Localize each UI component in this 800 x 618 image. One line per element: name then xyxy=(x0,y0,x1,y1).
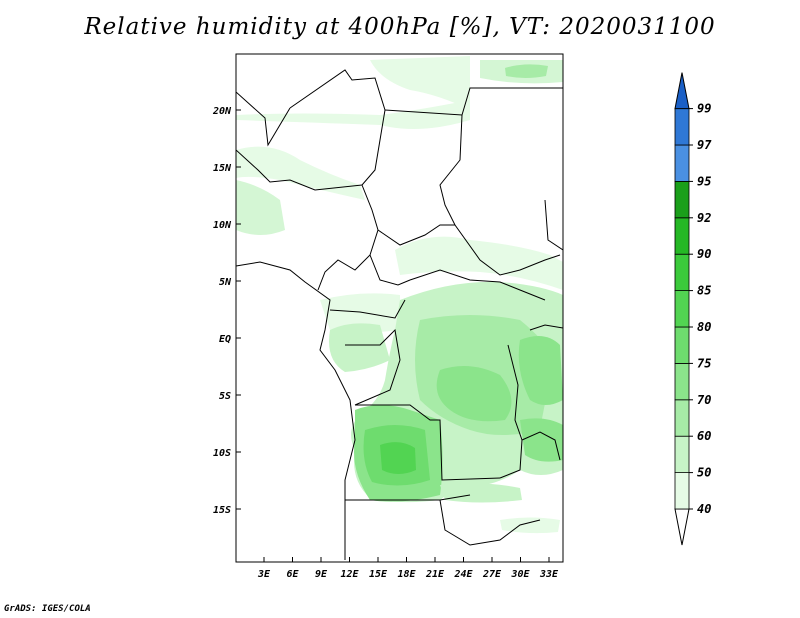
lon-axis: 3E 6E 9E 12E 15E 18E 21E 24E 27E 30E 33E xyxy=(257,557,559,580)
lon-tick-label: 24E xyxy=(453,569,473,580)
lat-tick-label: EQ xyxy=(219,334,231,345)
lon-tick-label: 21E xyxy=(425,569,445,580)
lon-tick-label: 27E xyxy=(482,569,502,580)
lat-tick-label: 10S xyxy=(213,448,231,459)
lat-tick-label: 5N xyxy=(219,277,232,288)
colorbar-swatch xyxy=(674,362,690,401)
colorbar-label: 90 xyxy=(697,247,711,261)
lat-tick-label: 20N xyxy=(212,106,232,117)
colorbar-swatch xyxy=(674,144,690,182)
humidity-field xyxy=(236,56,563,534)
chart-title: Relative humidity at 400hPa [%], VT: 202… xyxy=(84,14,716,40)
colorbar: 40 50 60 70 75 80 85 90 92 95 97 99 xyxy=(674,72,712,546)
lat-tick-label: 15N xyxy=(213,163,232,174)
lon-tick-label: 9E xyxy=(315,569,328,580)
lon-tick-label: 6E xyxy=(286,569,299,580)
lat-axis: 20N 15N 10N 5N EQ 5S 10S 15S xyxy=(212,106,241,516)
colorbar-label: 75 xyxy=(697,356,711,370)
colorbar-above-triangle xyxy=(674,72,690,110)
colorbar-swatch xyxy=(674,435,690,474)
lat-tick-label: 5S xyxy=(219,391,231,402)
lon-tick-label: 15E xyxy=(369,569,388,580)
colorbar-swatch xyxy=(674,180,690,219)
lat-tick-label: 15S xyxy=(213,505,231,516)
colorbar-swatch xyxy=(674,326,690,364)
lon-tick-label: 12E xyxy=(340,569,359,580)
colorbar-label: 85 xyxy=(697,284,711,298)
lat-tick-label: 10N xyxy=(213,220,232,231)
colorbar-below-triangle xyxy=(674,508,690,546)
lon-tick-label: 30E xyxy=(510,569,530,580)
credit-text: GrADS: IGES/COLA xyxy=(4,604,91,614)
map-frame xyxy=(235,53,564,563)
colorbar-swatch xyxy=(674,290,690,328)
colorbar-swatch xyxy=(674,399,690,437)
colorbar-label: 60 xyxy=(697,429,711,443)
colorbar-label: 95 xyxy=(697,174,711,188)
colorbar-swatch xyxy=(674,217,690,255)
colorbar-label: 97 xyxy=(697,138,712,152)
country-borders xyxy=(236,69,563,560)
lon-tick-label: 18E xyxy=(397,569,416,580)
colorbar-label: 99 xyxy=(697,102,711,116)
colorbar-swatch xyxy=(674,108,690,146)
colorbar-label: 70 xyxy=(697,393,711,407)
lon-tick-label: 33E xyxy=(539,569,559,580)
colorbar-swatch xyxy=(674,472,690,510)
colorbar-label: 50 xyxy=(697,466,711,480)
colorbar-swatch xyxy=(674,253,690,291)
lon-tick-label: 3E xyxy=(257,569,271,580)
colorbar-label: 40 xyxy=(697,502,711,516)
colorbar-label: 80 xyxy=(697,320,711,334)
map-panel: 20N 15N 10N 5N EQ 5S 10S 15S 3E 6E 9E 12E 15E 18E 21E… xyxy=(212,53,564,580)
colorbar-label: 92 xyxy=(697,211,711,225)
